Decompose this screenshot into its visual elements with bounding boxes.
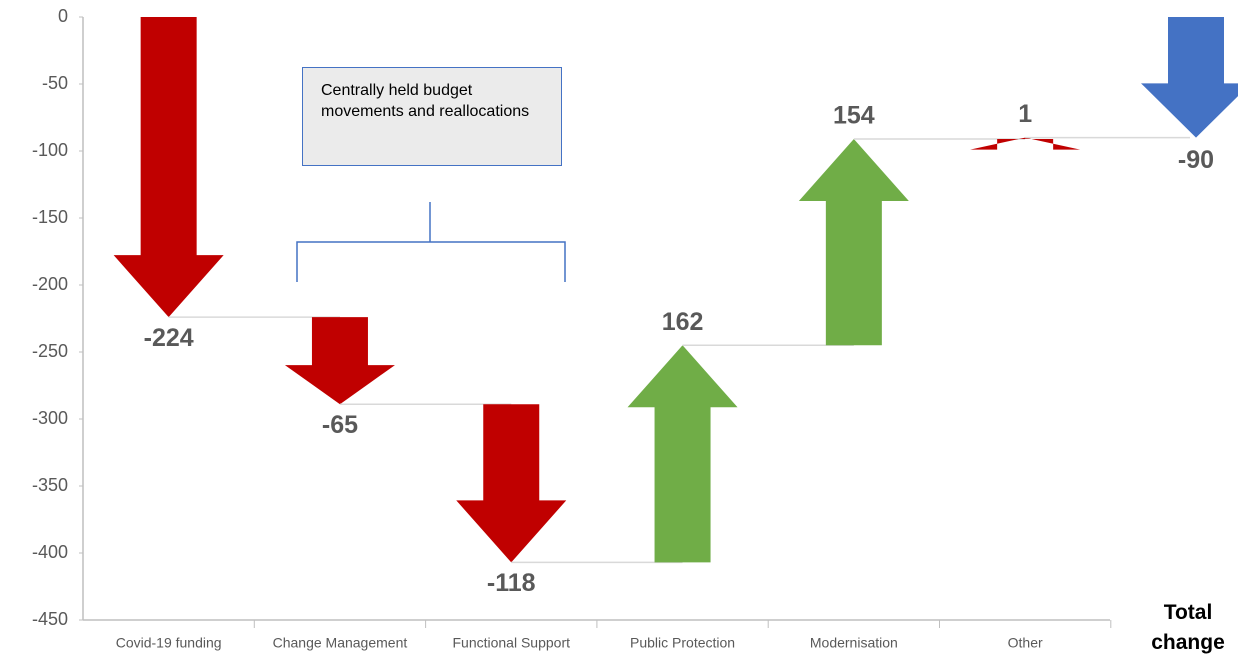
total-category-label: Total change (1151, 601, 1225, 654)
value-label: -65 (322, 411, 358, 439)
x-tick-label: Covid-19 funding (116, 635, 222, 651)
x-tick-label: Public Protection (630, 635, 735, 651)
value-label: -118 (487, 569, 536, 597)
x-tick-label: Functional Support (452, 635, 570, 651)
arrow (798, 138, 909, 346)
arrow (1141, 17, 1238, 138)
arrow (113, 17, 224, 318)
y-tick-label: -450 (32, 609, 68, 629)
annotation: Centrally held budget movements and real… (302, 67, 562, 166)
value-label: 162 (662, 308, 704, 336)
y-tick-label: -250 (32, 341, 68, 361)
y-tick-label: -50 (42, 73, 68, 93)
y-tick-label: -200 (32, 274, 68, 294)
x-tick-label: Modernisation (810, 635, 898, 651)
arrow (456, 404, 567, 563)
arrow (284, 317, 395, 405)
arrow (970, 137, 1081, 150)
y-tick-label: 0 (58, 6, 68, 26)
bracket (296, 202, 566, 282)
y-tick-label: -100 (32, 140, 68, 160)
arrow (627, 345, 738, 563)
x-tick-label: Other (1008, 635, 1043, 651)
value-label: 154 (833, 102, 875, 130)
value-label: -224 (144, 324, 194, 352)
y-tick-label: -350 (32, 475, 68, 495)
x-tick-label: Change Management (273, 635, 408, 651)
value-label: 1 (1018, 100, 1032, 128)
y-tick-label: -300 (32, 408, 68, 428)
total-value-label: -90 (1178, 146, 1214, 174)
y-tick-label: -150 (32, 207, 68, 227)
y-tick-label: -400 (32, 542, 68, 562)
